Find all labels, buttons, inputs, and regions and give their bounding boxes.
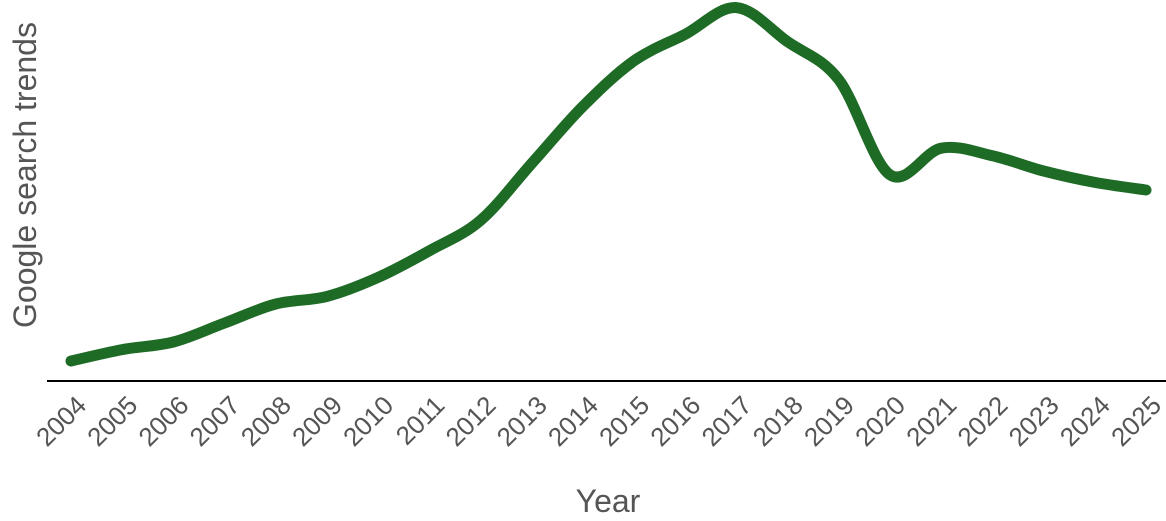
- x-tick-label: 2021: [900, 390, 962, 452]
- x-tick-label: 2005: [81, 390, 143, 452]
- x-tick-label: 2013: [491, 390, 553, 452]
- x-tick-label: 2019: [798, 390, 860, 452]
- x-tick-label: 2010: [337, 390, 399, 452]
- x-tick-label: 2009: [286, 390, 348, 452]
- x-tick-label: 2011: [390, 390, 451, 451]
- plot-area: [47, 2, 1166, 382]
- x-tick-label: 2017: [695, 390, 757, 452]
- series-group: [65, 2, 1152, 367]
- x-tick-label: 2006: [132, 390, 194, 452]
- x-axis-title: Year: [576, 483, 641, 519]
- x-tick-labels: 2004200520062007200820092010201120122013…: [30, 390, 1166, 452]
- x-tick-label: 2004: [30, 390, 92, 452]
- x-tick-label: 2008: [235, 390, 297, 452]
- x-tick-label: 2018: [747, 390, 809, 452]
- x-tick-label: 2014: [542, 390, 604, 452]
- x-tick-label: 2015: [593, 390, 655, 452]
- x-tick-label: 2024: [1054, 390, 1116, 452]
- series-line-0: [65, 2, 1152, 367]
- x-tick-label: 2022: [951, 390, 1013, 452]
- x-tick-label: 2023: [1003, 390, 1065, 452]
- x-tick-label: 2007: [184, 390, 246, 452]
- x-tick-label: 2020: [849, 390, 911, 452]
- x-tick-label: 2012: [439, 390, 501, 452]
- x-tick-label: 2025: [1105, 390, 1166, 452]
- x-tick-label: 2016: [644, 390, 706, 452]
- y-axis-title: Google search trends: [7, 22, 43, 328]
